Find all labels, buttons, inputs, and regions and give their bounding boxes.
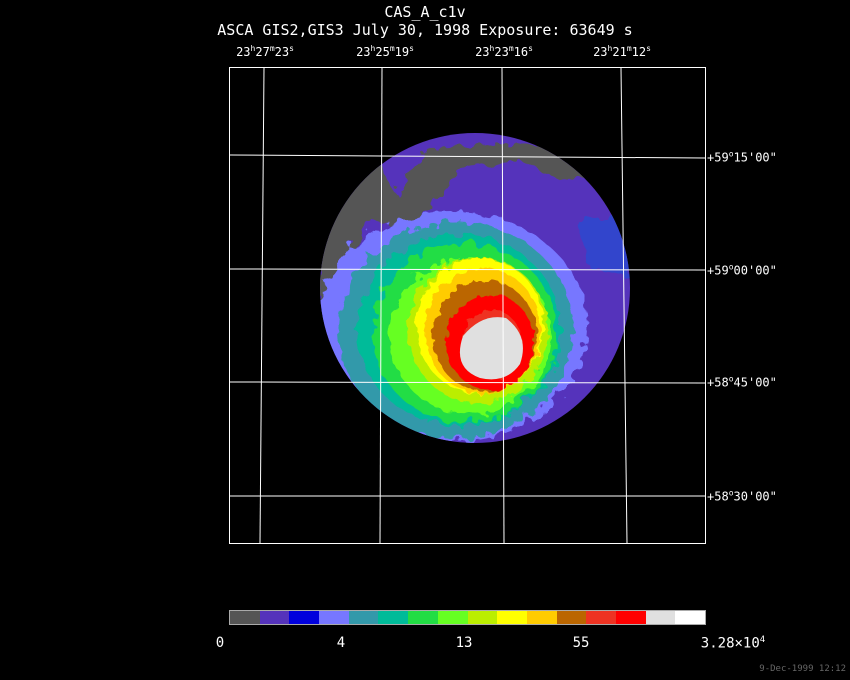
color-scale-swatch [348,611,379,624]
low-count-region [320,143,590,328]
color-scale-swatch [437,611,468,624]
ra-tick-label: 23h23m16s [475,44,533,59]
color-scale-swatch [408,611,438,624]
ra-tick-label: 23h27m23s [236,44,294,59]
image-title: CAS_A_c1v [384,3,466,21]
color-scale-swatch [289,611,320,624]
ra-tick-label: 23h25m19s [356,44,414,59]
intensity-map [230,68,705,543]
dec-tick-label: +59o15'00" [707,149,777,165]
color-scale-label: 3.28×104 [700,635,766,652]
color-scale-swatch [497,611,527,624]
color-scale-bar [229,610,706,625]
coordinate-grid [230,68,705,543]
color-scale-swatch [556,611,587,624]
dec-tick-label: +58o30'00" [707,488,777,504]
color-scale-swatch [645,611,676,624]
ra-tick-label: 23h21m12s [593,44,651,59]
background-patch [575,218,630,278]
timestamp: 9-Dec-1999 12:12 [759,664,846,674]
dec-tick-label: +58o45'00" [707,374,777,390]
color-scale-swatch [467,611,498,624]
dec-tick-label: +59o00'00" [707,262,777,278]
color-scale-swatch [586,611,616,624]
color-scale-label: 13 [455,635,473,651]
color-scale-swatch [230,611,260,624]
color-scale-label: 4 [336,635,346,651]
source-peak [459,317,523,380]
color-scale-label: 0 [215,635,225,651]
color-scale-swatch [675,611,705,624]
color-scale-swatch [526,611,557,624]
color-scale-swatch [319,611,349,624]
color-scale-label: 55 [572,635,590,651]
color-scale-swatch [259,611,290,624]
image-subtitle: ASCA GIS2,GIS3 July 30, 1998 Exposure: 6… [217,21,633,39]
color-scale-swatch [615,611,646,624]
color-scale-swatch [378,611,409,624]
sky-image-frame [229,67,706,544]
